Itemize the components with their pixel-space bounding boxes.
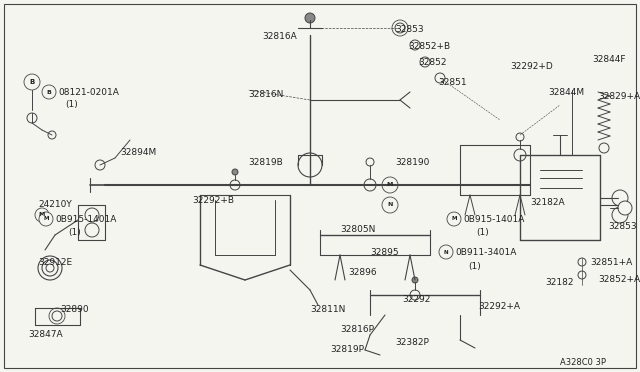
Circle shape (618, 201, 632, 215)
Circle shape (578, 271, 586, 279)
Text: 32819B: 32819B (248, 158, 283, 167)
Circle shape (85, 223, 99, 237)
Text: 08121-0201A: 08121-0201A (58, 88, 119, 97)
Text: B: B (47, 90, 51, 94)
Circle shape (439, 245, 453, 259)
Circle shape (232, 169, 238, 175)
Text: 32829+A: 32829+A (598, 92, 640, 101)
Text: 32847A: 32847A (28, 330, 63, 339)
Text: 32811N: 32811N (310, 305, 346, 314)
Circle shape (395, 23, 405, 33)
Text: M: M (387, 183, 393, 187)
Text: 328190: 328190 (395, 158, 429, 167)
Text: 32853: 32853 (608, 222, 637, 231)
Circle shape (412, 277, 418, 283)
Text: N: N (387, 202, 393, 208)
Circle shape (435, 73, 445, 83)
Circle shape (305, 13, 315, 23)
Text: 32805N: 32805N (340, 225, 376, 234)
Text: 32851+A: 32851+A (590, 258, 632, 267)
Circle shape (298, 153, 322, 177)
Text: 32816A: 32816A (262, 32, 297, 41)
Text: 32292+D: 32292+D (510, 62, 553, 71)
Text: 32292: 32292 (402, 295, 430, 304)
Circle shape (85, 208, 99, 222)
Text: (1): (1) (68, 228, 81, 237)
Text: M: M (39, 212, 45, 218)
Text: 32844M: 32844M (548, 88, 584, 97)
Circle shape (599, 143, 609, 153)
Circle shape (46, 264, 54, 272)
Text: 24210Y: 24210Y (38, 200, 72, 209)
Text: B: B (29, 79, 35, 85)
Text: 32894M: 32894M (120, 148, 156, 157)
Circle shape (612, 207, 628, 223)
Text: 32844F: 32844F (592, 55, 625, 64)
Text: 32853: 32853 (395, 25, 424, 34)
Text: 32292+B: 32292+B (192, 196, 234, 205)
Text: 32912E: 32912E (38, 258, 72, 267)
Text: 32852: 32852 (418, 58, 447, 67)
Text: 32890: 32890 (60, 305, 88, 314)
Text: 0B915-1401A: 0B915-1401A (55, 215, 116, 224)
Circle shape (382, 177, 398, 193)
Circle shape (230, 180, 240, 190)
Text: 32896: 32896 (348, 268, 376, 277)
Text: (1): (1) (65, 100, 77, 109)
Circle shape (578, 258, 586, 266)
Text: 0B915-1401A: 0B915-1401A (463, 215, 524, 224)
Text: 0B911-3401A: 0B911-3401A (455, 248, 516, 257)
Text: M: M (44, 217, 49, 221)
Text: 32182A: 32182A (530, 198, 564, 207)
Circle shape (382, 197, 398, 213)
Text: (1): (1) (476, 228, 489, 237)
Circle shape (514, 149, 526, 161)
Circle shape (39, 212, 53, 226)
Text: 32851: 32851 (438, 78, 467, 87)
Circle shape (410, 290, 420, 300)
Text: 32382P: 32382P (395, 338, 429, 347)
Circle shape (42, 85, 56, 99)
Circle shape (364, 179, 376, 191)
Text: 32895: 32895 (370, 248, 399, 257)
Text: N: N (444, 250, 448, 254)
Text: 32852+A: 32852+A (598, 275, 640, 284)
Circle shape (24, 74, 40, 90)
Text: 32292+A: 32292+A (478, 302, 520, 311)
Text: 32852+B: 32852+B (408, 42, 450, 51)
Circle shape (410, 40, 420, 50)
Text: 32816N: 32816N (248, 90, 284, 99)
Circle shape (447, 212, 461, 226)
Text: M: M (451, 217, 457, 221)
Circle shape (420, 57, 430, 67)
Circle shape (35, 208, 49, 222)
Circle shape (27, 113, 37, 123)
Text: 32819P: 32819P (330, 345, 364, 354)
Text: 32816P: 32816P (340, 325, 374, 334)
Circle shape (52, 311, 62, 321)
Text: A328C0 3P: A328C0 3P (560, 358, 606, 367)
Circle shape (612, 190, 628, 206)
Text: 32182: 32182 (545, 278, 573, 287)
Text: (1): (1) (468, 262, 481, 271)
